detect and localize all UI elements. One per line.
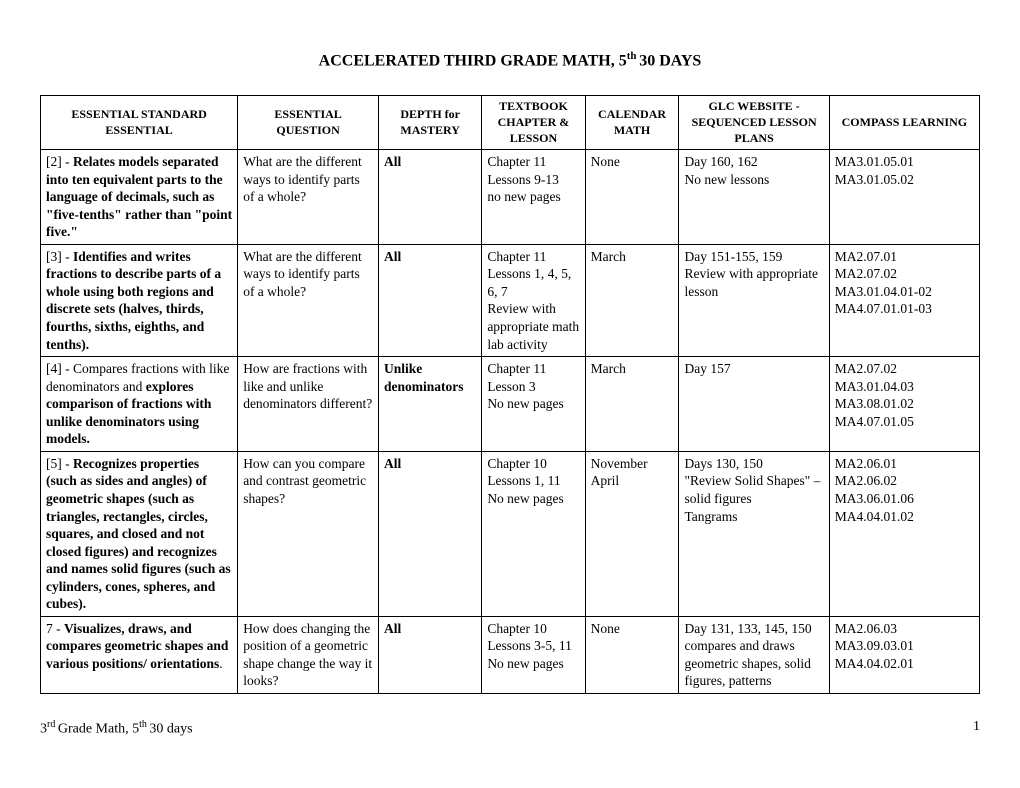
cell-essential-standard: [4] - Compares fractions with like denom… [41, 357, 238, 452]
cell-textbook: Chapter 10Lessons 3-5, 11No new pages [482, 616, 585, 693]
cell-compass: MA3.01.05.01MA3.01.05.02 [829, 150, 979, 245]
cell-compass: MA2.07.02MA3.01.04.03MA3.08.01.02MA4.07.… [829, 357, 979, 452]
cell-calendar: November April [585, 451, 679, 616]
cell-textbook: Chapter 11Lessons 1, 4, 5, 6, 7Review wi… [482, 244, 585, 356]
cell-depth: All [379, 616, 482, 693]
cell-calendar: March [585, 357, 679, 452]
header-calendar: CALENDAR MATH [585, 96, 679, 150]
table-row: [4] - Compares fractions with like denom… [41, 357, 980, 452]
title-prefix: ACCELERATED THIRD GRADE MATH, 5 [319, 52, 627, 69]
title-suffix: 30 DAYS [639, 52, 701, 69]
cell-glc: Day 151-155, 159Review with appropriate … [679, 244, 829, 356]
header-compass: COMPASS LEARNING [829, 96, 979, 150]
header-depth: DEPTH for MASTERY [379, 96, 482, 150]
cell-depth: Unlike denominators [379, 357, 482, 452]
header-essential-question: ESSENTIAL QUESTION [238, 96, 379, 150]
cell-essential-question: What are the different ways to identify … [238, 244, 379, 356]
header-textbook: TEXTBOOK CHAPTER & LESSON [482, 96, 585, 150]
header-essential-standard: ESSENTIAL STANDARD ESSENTIAL [41, 96, 238, 150]
cell-textbook: Chapter 10Lessons 1, 11No new pages [482, 451, 585, 616]
page-title: ACCELERATED THIRD GRADE MATH, 5th 30 DAY… [40, 50, 980, 70]
header-glc: GLC WEBSITE -SEQUENCED LESSON PLANS [679, 96, 829, 150]
header-row: ESSENTIAL STANDARD ESSENTIAL ESSENTIAL Q… [41, 96, 980, 150]
table-row: [3] - Identifies and writes fractions to… [41, 244, 980, 356]
cell-calendar: March [585, 244, 679, 356]
cell-glc: Days 130, 150"Review Solid Shapes" – sol… [679, 451, 829, 616]
footer-page-number: 1 [973, 719, 980, 738]
cell-compass: MA2.06.01MA2.06.02MA3.06.01.06MA4.04.01.… [829, 451, 979, 616]
cell-essential-standard: [3] - Identifies and writes fractions to… [41, 244, 238, 356]
cell-essential-question: How does changing the position of a geom… [238, 616, 379, 693]
cell-compass: MA2.07.01MA2.07.02MA3.01.04.01-02MA4.07.… [829, 244, 979, 356]
cell-glc: Day 160, 162No new lessons [679, 150, 829, 245]
table-row: [2] - Relates models separated into ten … [41, 150, 980, 245]
cell-essential-standard: 7 - Visualizes, draws, and compares geom… [41, 616, 238, 693]
cell-calendar: None [585, 616, 679, 693]
cell-textbook: Chapter 11Lesson 3No new pages [482, 357, 585, 452]
cell-depth: All [379, 451, 482, 616]
cell-glc: Day 157 [679, 357, 829, 452]
cell-calendar: None [585, 150, 679, 245]
cell-compass: MA2.06.03MA3.09.03.01MA4.04.02.01 [829, 616, 979, 693]
cell-depth: All [379, 244, 482, 356]
cell-essential-standard: [5] - Recognizes properties (such as sid… [41, 451, 238, 616]
title-super: th [627, 50, 640, 62]
table-row: [5] - Recognizes properties (such as sid… [41, 451, 980, 616]
cell-essential-question: What are the different ways to identify … [238, 150, 379, 245]
cell-essential-question: How are fractions with like and unlike d… [238, 357, 379, 452]
cell-depth: All [379, 150, 482, 245]
footer-left: 3rd Grade Math, 5th 30 days [40, 719, 193, 738]
table-row: 7 - Visualizes, draws, and compares geom… [41, 616, 980, 693]
cell-essential-standard: [2] - Relates models separated into ten … [41, 150, 238, 245]
cell-textbook: Chapter 11Lessons 9-13no new pages [482, 150, 585, 245]
cell-essential-question: How can you compare and contrast geometr… [238, 451, 379, 616]
curriculum-table: ESSENTIAL STANDARD ESSENTIAL ESSENTIAL Q… [40, 95, 980, 694]
cell-glc: Day 131, 133, 145, 150compares and draws… [679, 616, 829, 693]
page-footer: 3rd Grade Math, 5th 30 days 1 [40, 719, 980, 738]
